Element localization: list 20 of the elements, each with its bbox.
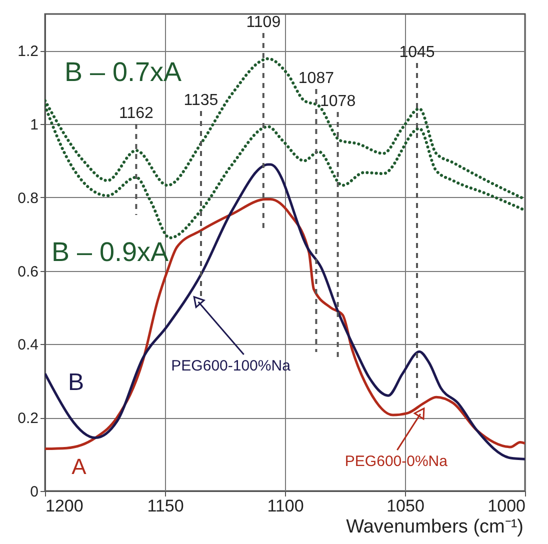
x-tick-label: 1200 xyxy=(46,496,84,516)
x-tick-label: 1050 xyxy=(386,496,424,516)
ref-line-label: 1162 xyxy=(118,105,154,122)
y-tick-label: 0.8 xyxy=(18,190,38,207)
y-tick-label: 1.2 xyxy=(18,43,38,60)
y-tick-label: 0.6 xyxy=(18,263,38,280)
ref-line-label: 1078 xyxy=(320,93,356,110)
series-label: A xyxy=(72,454,87,479)
y-tick-label: 0.4 xyxy=(18,336,38,354)
y-tick-label: 0 xyxy=(30,484,38,500)
x-tick-label: 1150 xyxy=(147,496,184,516)
x-axis-title: Wavenumbers (cm⁻¹) xyxy=(346,516,524,538)
ref-line-label: 1109 xyxy=(246,14,281,31)
series-label: B xyxy=(68,369,84,396)
y-tick-label: 0.2 xyxy=(18,410,38,428)
y-tick-label: 1 xyxy=(30,116,38,134)
x-tick-label: 1100 xyxy=(267,496,304,516)
ref-line-label: 1135 xyxy=(184,92,218,109)
x-tick-label: 1000 xyxy=(488,496,526,516)
ref-line-label: 1087 xyxy=(298,70,334,87)
